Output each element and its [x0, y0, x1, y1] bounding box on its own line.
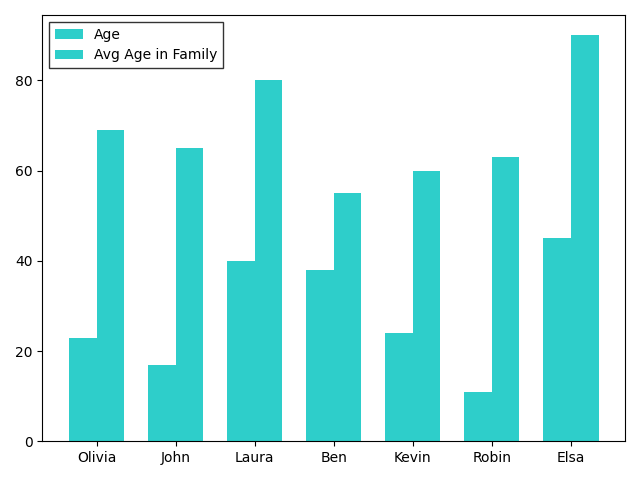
Bar — [333, 193, 362, 441]
Bar — [255, 81, 282, 441]
Bar — [385, 333, 413, 441]
Bar — [175, 148, 204, 441]
Bar — [306, 270, 333, 441]
Bar — [97, 130, 124, 441]
Bar — [492, 157, 520, 441]
Bar — [464, 392, 492, 441]
Bar — [571, 36, 598, 441]
Bar — [227, 261, 255, 441]
Bar — [69, 337, 97, 441]
Bar — [413, 170, 440, 441]
Bar — [543, 238, 571, 441]
Bar — [148, 365, 175, 441]
Legend: Age, Avg Age in Family: Age, Avg Age in Family — [49, 22, 223, 68]
